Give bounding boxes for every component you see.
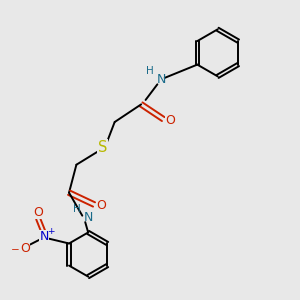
Text: H: H xyxy=(73,204,81,214)
Text: O: O xyxy=(33,206,43,219)
Text: O: O xyxy=(97,200,106,212)
Text: O: O xyxy=(20,242,30,254)
Text: N: N xyxy=(39,230,49,243)
Text: S: S xyxy=(98,140,108,154)
Text: H: H xyxy=(146,66,154,76)
Text: N: N xyxy=(83,211,93,224)
Text: O: O xyxy=(166,114,176,127)
Text: N: N xyxy=(157,73,167,86)
Text: −: − xyxy=(11,244,20,254)
Text: +: + xyxy=(47,227,54,236)
